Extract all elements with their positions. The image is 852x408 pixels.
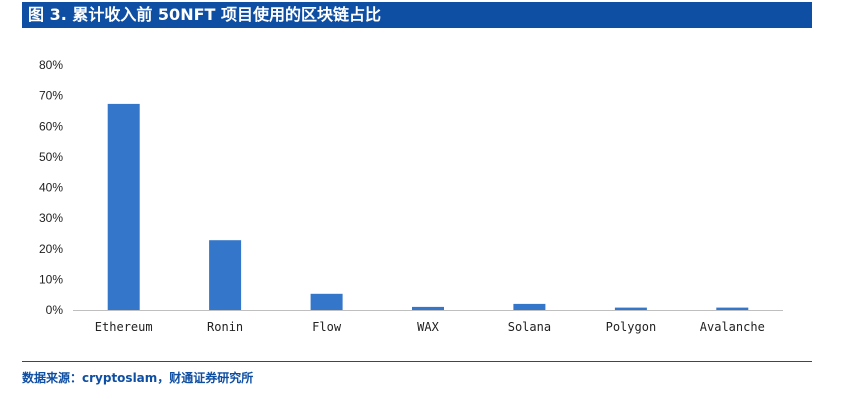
source-note: 数据来源：cryptoslam，财通证券研究所 (22, 371, 254, 385)
bar-flow (310, 293, 343, 310)
y-tick-label: 70% (39, 89, 63, 103)
y-axis-ticks: 0% 10% 20% 30% 40% 50% 60% 70% 80% (39, 58, 63, 317)
x-tick-label-flow: Flow (312, 320, 342, 334)
y-tick-label: 10% (39, 272, 63, 286)
bar-polygon (614, 307, 647, 310)
y-tick-label: 30% (39, 211, 63, 225)
bar-wax (412, 306, 444, 310)
source-divider (22, 361, 812, 362)
x-tick-label-polygon: Polygon (606, 320, 657, 334)
x-tick-label-wax: WAX (417, 320, 439, 334)
y-tick-label: 20% (39, 242, 63, 256)
bars (107, 103, 749, 311)
x-tick-label-avalanche: Avalanche (700, 320, 765, 334)
y-tick-label: 0% (46, 303, 64, 317)
x-axis-categories: Ethereum Ronin Flow WAX Solana Polygon Avalanc… (95, 320, 765, 334)
y-tick-label: 40% (39, 181, 63, 195)
y-tick-label: 50% (39, 150, 63, 164)
x-tick-label-solana: Solana (508, 320, 551, 334)
bar-solana (513, 303, 546, 310)
bar-ronin (209, 240, 242, 310)
y-tick-label: 60% (39, 119, 63, 133)
bar-avalanche (716, 307, 749, 310)
y-tick-label: 80% (39, 58, 63, 72)
x-tick-label-ronin: Ronin (207, 320, 243, 334)
bar-ethereum (107, 103, 140, 311)
x-tick-label-ethereum: Ethereum (95, 320, 153, 334)
figure-title: 图 3. 累计收入前 50NFT 项目使用的区块链占比 (22, 2, 812, 28)
